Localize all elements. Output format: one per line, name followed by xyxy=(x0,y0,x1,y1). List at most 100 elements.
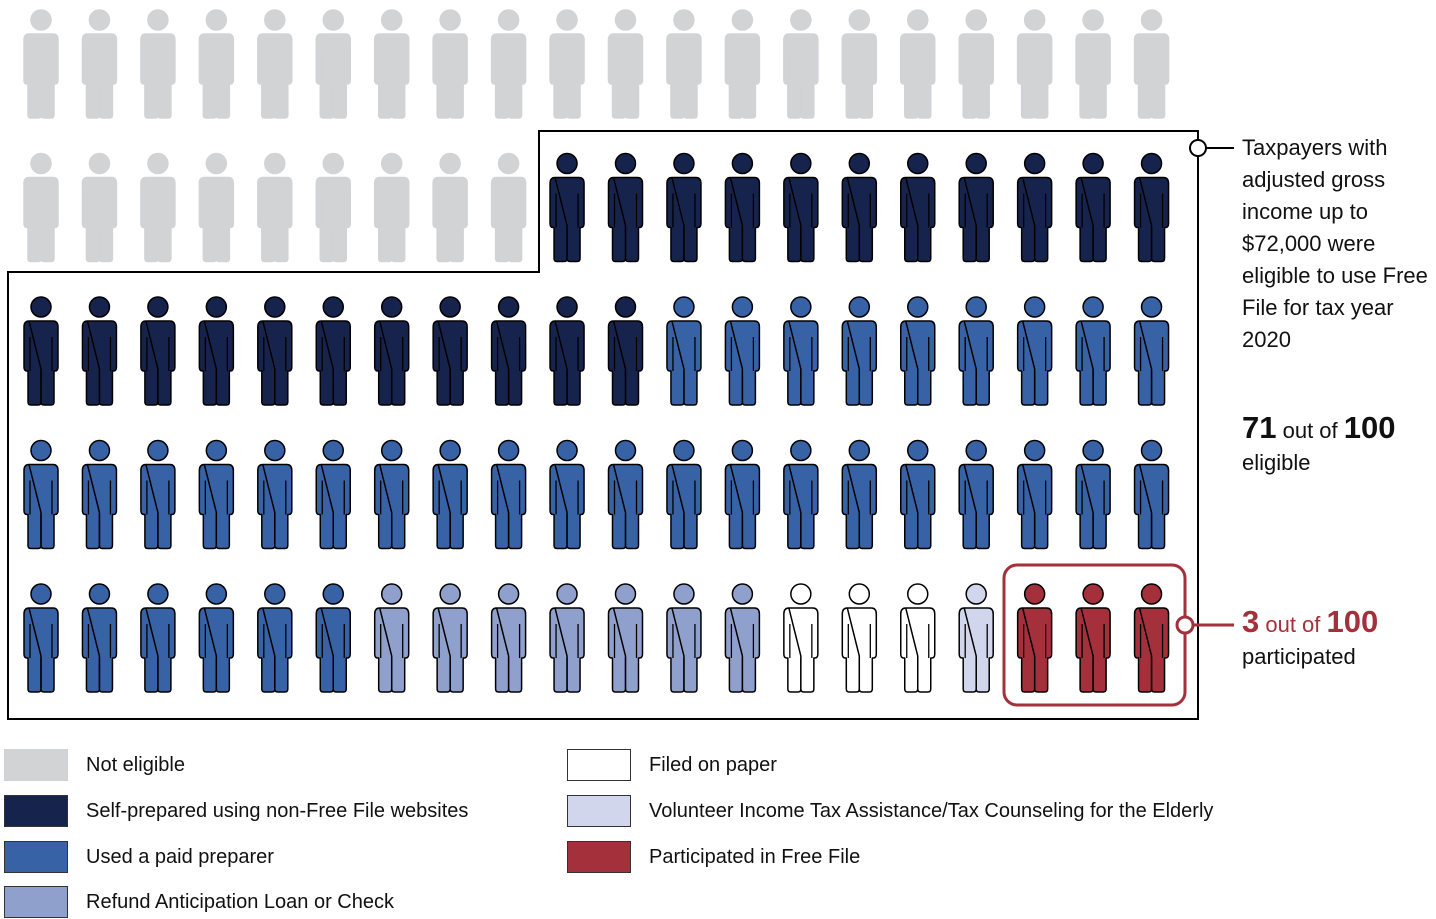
person-icon-not-eligible xyxy=(432,9,468,119)
person-icon-not-eligible xyxy=(23,152,59,263)
participated-count-total: 100 xyxy=(1326,604,1379,639)
person-icon-paid-preparer xyxy=(1075,296,1111,406)
person-icon-self-prepared xyxy=(198,296,235,406)
person-icon-self-prepared xyxy=(257,296,293,406)
person-icon-not-eligible xyxy=(140,152,176,263)
legend-item-refund-loan: Refund Anticipation Loan or Check xyxy=(4,885,394,919)
person-icon-paid-preparer xyxy=(373,439,410,550)
person-icon-self-prepared xyxy=(607,296,644,406)
person-icon-paid-preparer xyxy=(958,439,994,550)
person-icon-self-prepared xyxy=(432,296,468,406)
person-icon-paid-preparer xyxy=(23,583,59,693)
person-icon-not-eligible xyxy=(607,9,644,119)
person-icon-refund-loan xyxy=(490,583,527,693)
person-icon-not-eligible xyxy=(81,152,118,263)
person-icon-paid-preparer xyxy=(490,439,527,550)
person-icon-paid-preparer xyxy=(1016,439,1053,550)
person-icon-not-eligible xyxy=(315,9,351,119)
person-icon-not-eligible xyxy=(841,9,878,119)
eligible-annotation: Taxpayers with adjusted gross income up … xyxy=(1242,135,1428,352)
person-icon-self-prepared xyxy=(958,152,994,263)
person-icon-not-eligible xyxy=(257,9,293,119)
person-icon-paid-preparer xyxy=(607,439,644,550)
person-icon-self-prepared xyxy=(315,296,351,406)
person-icon-not-eligible xyxy=(958,9,994,119)
person-icon-paper xyxy=(841,583,878,693)
person-icon-self-prepared xyxy=(900,152,936,263)
person-icon-self-prepared xyxy=(23,296,59,406)
person-icon-self-prepared xyxy=(140,296,176,406)
legend-swatch xyxy=(567,841,631,873)
person-icon-paid-preparer xyxy=(315,439,351,550)
person-icon-not-eligible xyxy=(549,9,585,119)
eligible-count-mid: out of xyxy=(1276,418,1344,443)
person-icon-paid-preparer xyxy=(666,439,702,550)
person-icon-self-prepared xyxy=(373,296,410,406)
legend-swatch xyxy=(4,886,68,918)
person-icon-paid-preparer xyxy=(198,439,235,550)
person-icon-refund-loan xyxy=(666,583,702,693)
free-file-outline xyxy=(1002,563,1187,707)
participated-count-label: participated xyxy=(1242,644,1356,669)
legend-item-not-eligible: Not eligible xyxy=(4,748,185,782)
person-icon-free-file xyxy=(1075,583,1111,693)
person-icon-not-eligible xyxy=(900,9,936,119)
person-icon-free-file xyxy=(1016,583,1053,693)
person-icon-paid-preparer xyxy=(81,439,118,550)
person-icon-not-eligible xyxy=(198,9,235,119)
participated-count-number: 3 xyxy=(1242,604,1260,639)
person-icon-paid-preparer xyxy=(666,296,702,406)
participated-count-mid: out of xyxy=(1259,612,1327,637)
eligible-outline xyxy=(7,130,1199,720)
person-icon-self-prepared xyxy=(1133,152,1170,263)
person-icon-refund-loan xyxy=(724,583,761,693)
person-icon-paid-preparer xyxy=(198,583,235,693)
person-icon-not-eligible xyxy=(257,152,293,263)
person-icon-paid-preparer xyxy=(1016,296,1053,406)
person-icon-not-eligible xyxy=(432,152,468,263)
person-icon-not-eligible xyxy=(490,152,527,263)
person-icon-self-prepared xyxy=(666,152,702,263)
person-icon-paid-preparer xyxy=(1133,439,1170,550)
person-icon-not-eligible xyxy=(23,9,59,119)
person-icon-paid-preparer xyxy=(140,583,176,693)
legend-label: Volunteer Income Tax Assistance/Tax Coun… xyxy=(649,799,1214,822)
legend-label: Participated in Free File xyxy=(649,845,861,868)
legend-swatch xyxy=(567,795,631,827)
legend-item-self-prepared: Self-prepared using non-Free File websit… xyxy=(4,794,468,828)
eligible-connector-dot xyxy=(1189,139,1207,157)
person-icon-paid-preparer xyxy=(81,583,118,693)
person-icon-refund-loan xyxy=(607,583,644,693)
person-icon-paid-preparer xyxy=(432,439,468,550)
legend-label: Refund Anticipation Loan or Check xyxy=(86,890,394,913)
legend-label: Filed on paper xyxy=(649,753,777,776)
legend-label: Not eligible xyxy=(86,753,185,776)
person-icon-paper xyxy=(783,583,819,693)
person-icon-paid-preparer xyxy=(257,583,293,693)
person-icon-not-eligible xyxy=(81,9,118,119)
person-icon-not-eligible xyxy=(1133,9,1170,119)
person-icon-self-prepared xyxy=(607,152,644,263)
legend-item-paid-preparer: Used a paid preparer xyxy=(4,840,274,874)
person-icon-self-prepared xyxy=(1016,152,1053,263)
person-icon-refund-loan xyxy=(373,583,410,693)
person-icon-paid-preparer xyxy=(841,439,878,550)
person-icon-paid-preparer xyxy=(1133,296,1170,406)
legend-item-free-file: Participated in Free File xyxy=(567,840,860,874)
person-icon-not-eligible xyxy=(373,9,410,119)
eligible-count-total: 100 xyxy=(1343,410,1396,445)
legend-label: Used a paid preparer xyxy=(86,845,274,868)
person-icon-self-prepared xyxy=(1075,152,1111,263)
people-grid xyxy=(23,9,1170,693)
eligible-count-number: 71 xyxy=(1242,410,1277,445)
legend-swatch xyxy=(4,795,68,827)
person-icon-self-prepared xyxy=(841,152,878,263)
person-icon-not-eligible xyxy=(666,9,702,119)
legend-item-paper: Filed on paper xyxy=(567,748,777,782)
person-icon-refund-loan xyxy=(432,583,468,693)
person-icon-not-eligible xyxy=(1075,9,1111,119)
person-icon-paid-preparer xyxy=(724,296,761,406)
person-icon-self-prepared xyxy=(549,152,585,263)
person-icon-not-eligible xyxy=(198,152,235,263)
